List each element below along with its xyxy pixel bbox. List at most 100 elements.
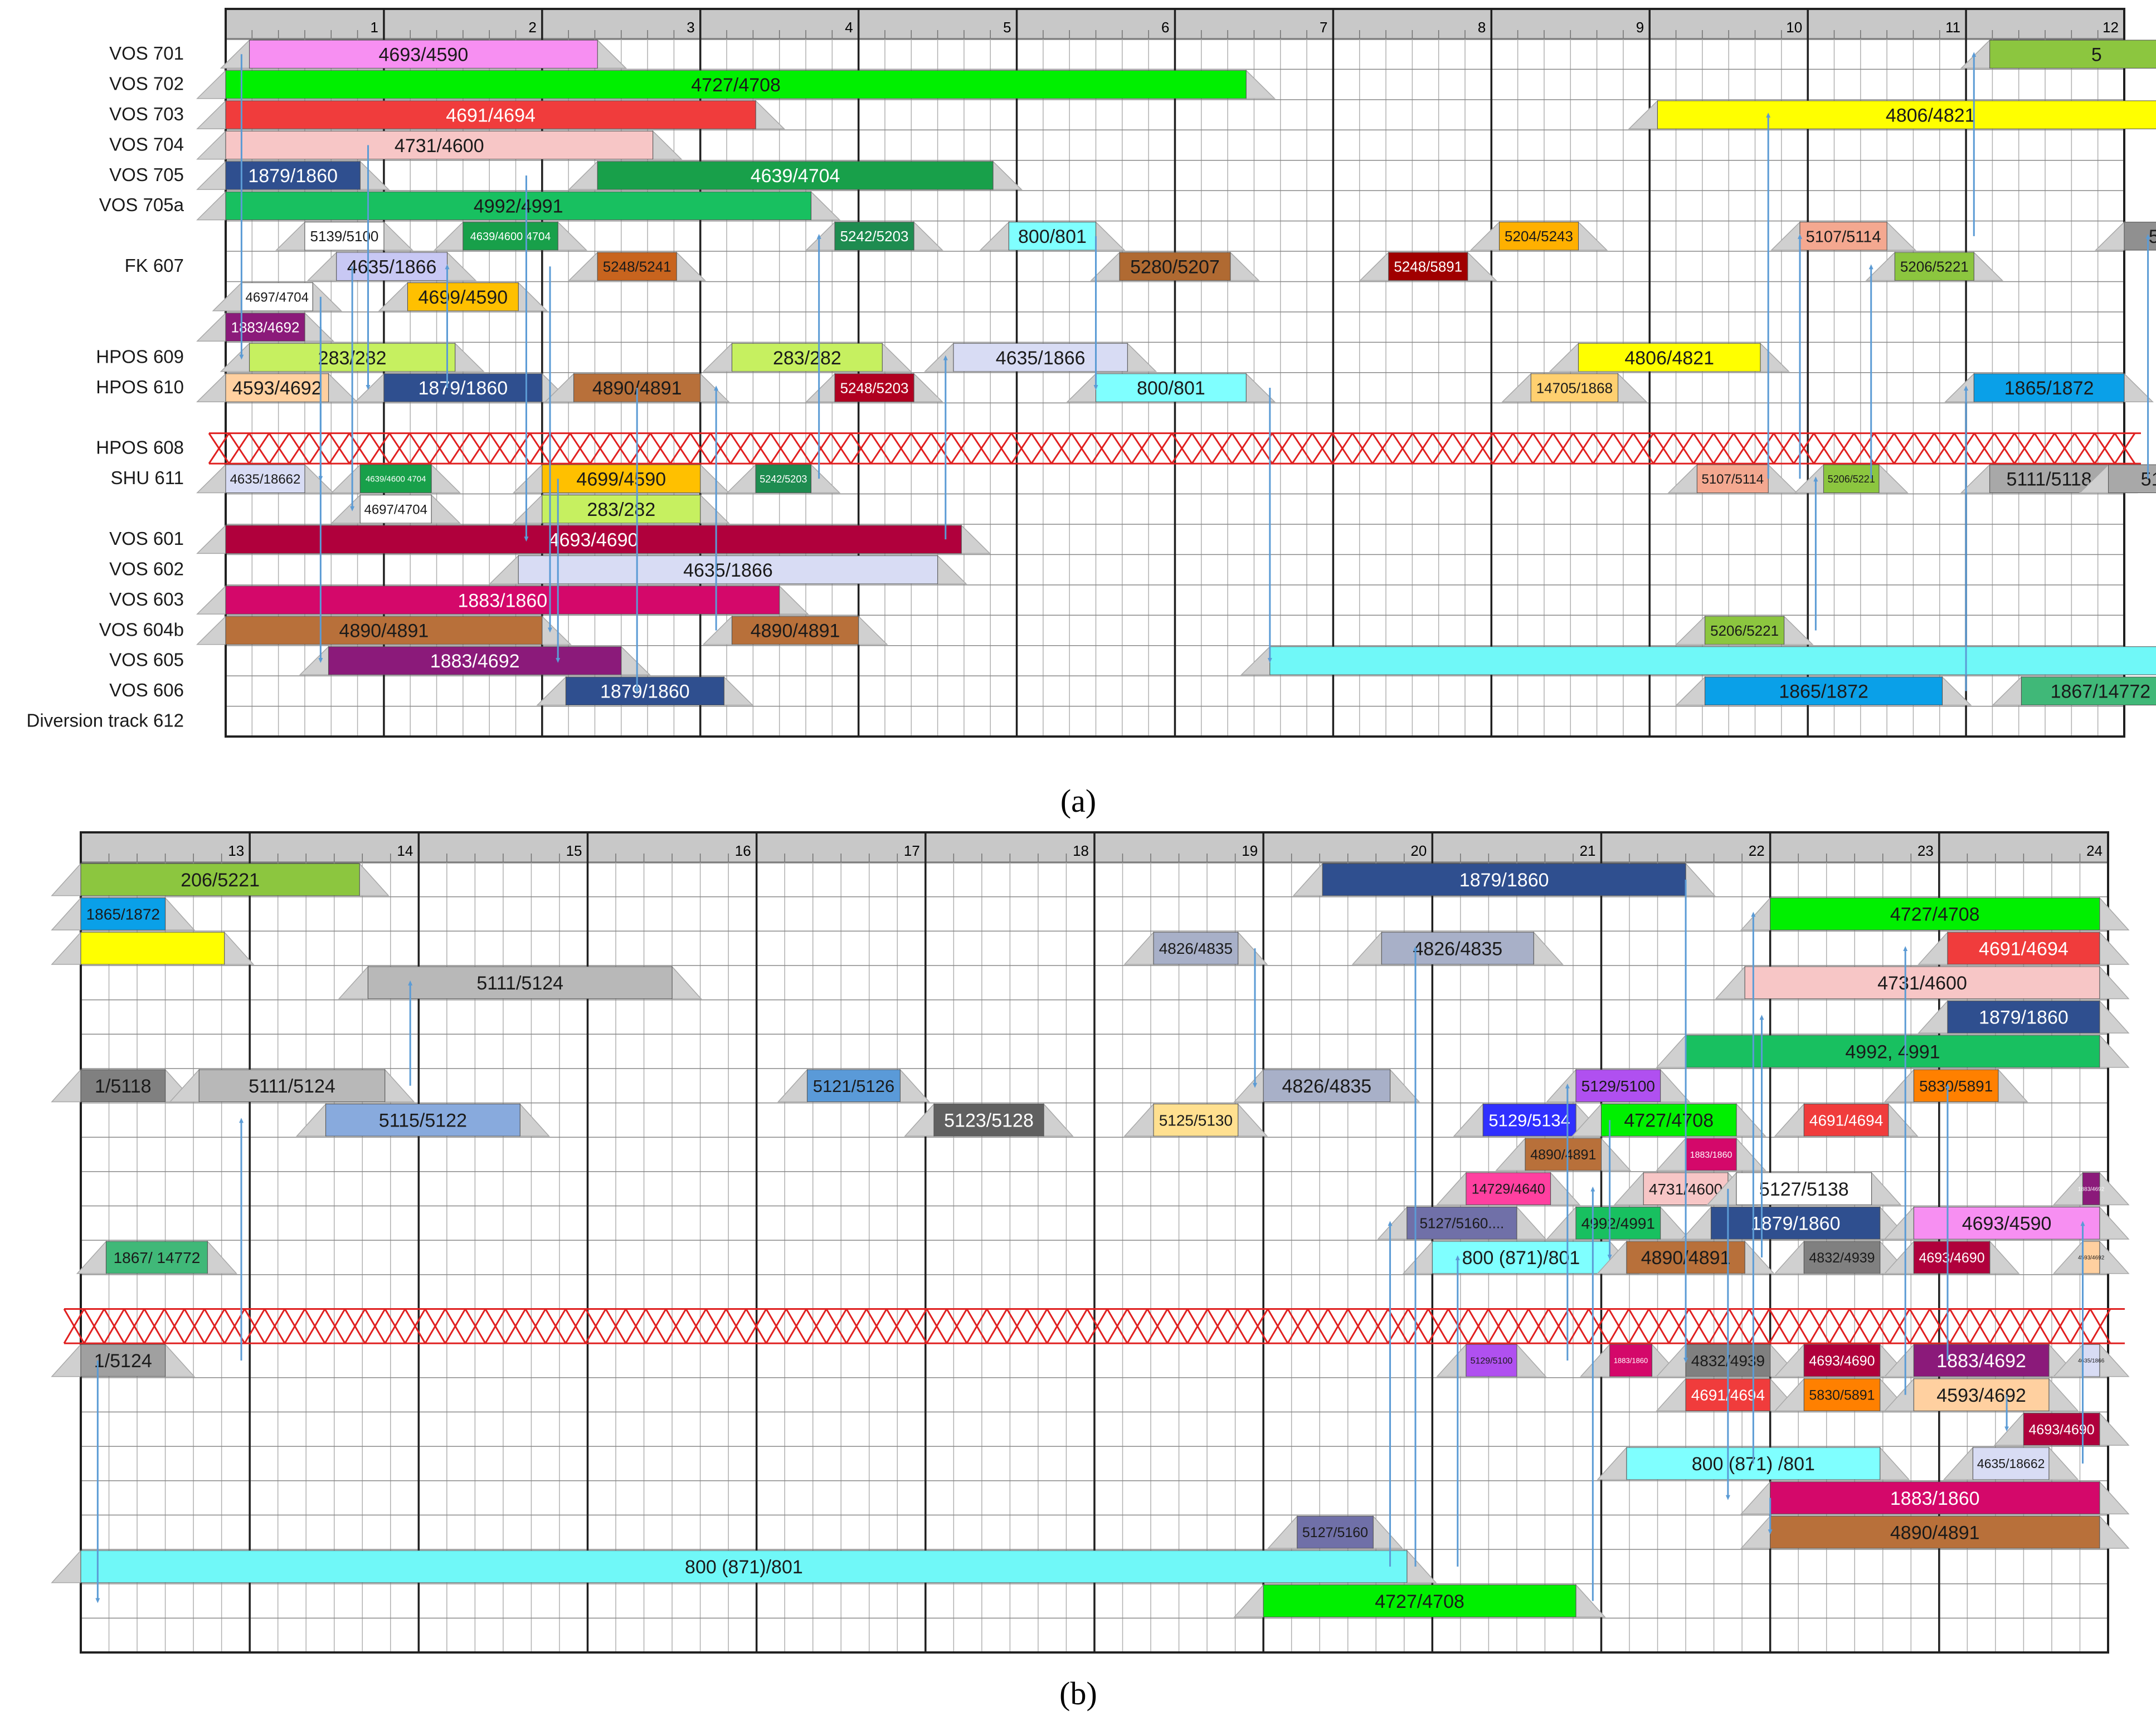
panel-b-train-label: 4890/4891 bbox=[1890, 1522, 1980, 1543]
panel-a-closed-track-cross bbox=[288, 432, 310, 464]
panel-a-closed-track-cross bbox=[529, 432, 551, 464]
panel-a-train-bar bbox=[542, 495, 701, 524]
panel-a-bar-ramp-out bbox=[778, 585, 809, 615]
panel-b-bar-ramp-out bbox=[1516, 1206, 1547, 1240]
panel-a-track-label: VOS 705a bbox=[99, 194, 184, 215]
panel-a-closed-track-cross bbox=[810, 432, 832, 464]
panel-b-train-bar bbox=[2082, 1241, 2100, 1274]
panel-b-train-bar bbox=[1609, 1344, 1652, 1377]
panel-a-train-label: 4691/4694 bbox=[446, 105, 536, 126]
panel-a-train-bar bbox=[383, 373, 543, 402]
panel-a-bar-ramp-in bbox=[196, 69, 226, 99]
panel-a-bar-ramp-out bbox=[542, 615, 572, 645]
panel-a-closed-track-cross bbox=[449, 432, 471, 464]
panel-a-closed-track-cross bbox=[1893, 432, 1915, 464]
panel-a-bar-ramp-in bbox=[924, 342, 954, 372]
panel-a-hour-label: 10 bbox=[1786, 19, 1802, 36]
panel-b-bar-ramp-out bbox=[671, 966, 702, 999]
panel-b-closed-track-cross bbox=[1367, 1308, 1389, 1344]
panel-b-closed-track-cross bbox=[123, 1308, 145, 1344]
panel-b-closed-track-cross bbox=[1909, 1308, 1931, 1344]
panel-b-bar-ramp-out bbox=[1888, 1103, 1919, 1137]
panel-a-closed-track-cross bbox=[870, 432, 892, 464]
panel-a-train-bar bbox=[1530, 373, 1618, 402]
panel-b-train-bar bbox=[1803, 1378, 1881, 1411]
panel-b-train-label: 4727/4708 bbox=[1375, 1591, 1464, 1612]
panel-b-train-bar bbox=[1770, 898, 2100, 930]
panel-b-train-bar bbox=[1322, 863, 1686, 896]
panel-b-bar-ramp-in bbox=[1436, 1171, 1467, 1206]
panel-a-closed-track-cross bbox=[1211, 432, 1233, 464]
panel-b-train-label: 1883/4692 bbox=[1936, 1350, 2026, 1372]
panel-a-bar-ramp-out bbox=[700, 494, 730, 524]
panel-a-bar-ramp-in bbox=[1469, 221, 1500, 251]
panel-a-closed-track-cross bbox=[1432, 432, 1454, 464]
panel-b-train-label: 14729/4640 bbox=[1472, 1182, 1545, 1197]
panel-a-closed-track-cross bbox=[1131, 432, 1153, 464]
panel-b-bar-ramp-in bbox=[338, 966, 369, 999]
panel-a-closed-track-cross bbox=[1091, 432, 1113, 464]
panel-a-closed-track-cross bbox=[308, 432, 330, 464]
panel-a-train-bar bbox=[225, 586, 780, 615]
panel-a-closed-track-cross bbox=[770, 432, 792, 464]
panel-a-closed-track-cross bbox=[790, 432, 812, 464]
panel-a-train-label: 1883/4692 bbox=[430, 651, 520, 672]
panel-a-bar-ramp-out bbox=[652, 130, 683, 160]
panel-b-bar-ramp-in bbox=[1993, 1412, 2024, 1446]
panel-b-closed-track-cross bbox=[103, 1308, 125, 1344]
panel-a-train-bar bbox=[249, 40, 598, 69]
panel-a-track-label: HPOS 609 bbox=[96, 346, 184, 367]
panel-b-train-bar bbox=[1381, 932, 1534, 965]
panel-b-train-label: 5127/5160 bbox=[1302, 1525, 1368, 1540]
panel-a-closed-track-cross bbox=[1833, 432, 1855, 464]
panel-b-train-label: 4727/4708 bbox=[1890, 904, 1980, 925]
panel-a-bar-ramp-out bbox=[755, 100, 786, 130]
panel-b-closed-track-cross bbox=[1547, 1308, 1570, 1344]
panel-b-closed-track-cross bbox=[1487, 1308, 1510, 1344]
panel-b-train-label: 4693/4590 bbox=[1962, 1213, 2052, 1235]
panel-a-bar-ramp-out bbox=[810, 464, 841, 494]
panel-a-bar-ramp-in bbox=[275, 221, 305, 251]
panel-a-closed-track-cross bbox=[1532, 432, 1554, 464]
panel-b-train-label: 800 (871)/801 bbox=[685, 1557, 803, 1578]
panel-a-track-label: VOS 601 bbox=[109, 528, 184, 549]
panel-b-closed-track-cross bbox=[304, 1308, 326, 1344]
panel-a-bar-ramp-in bbox=[1628, 100, 1658, 130]
panel-a-track-label: VOS 604b bbox=[99, 619, 184, 640]
panel-b-frame bbox=[80, 831, 2109, 1654]
panel-b-train-bar bbox=[1406, 1207, 1517, 1240]
panel-b-closed-track-cross bbox=[1889, 1308, 1911, 1344]
panel-b-hour-label: 24 bbox=[2086, 842, 2103, 859]
panel-a-bar-ramp-in bbox=[196, 160, 226, 190]
panel-b-bar-ramp-in bbox=[1233, 1583, 1264, 1618]
panel-b-train-bar bbox=[198, 1069, 386, 1103]
panel-a-train-label: 4593/4692 bbox=[232, 378, 322, 399]
panel-a-train-bar bbox=[1119, 252, 1231, 281]
panel-a-train-label: 4806/4821 bbox=[1886, 105, 1975, 126]
panel-a-bar-ramp-in bbox=[568, 160, 598, 190]
panel-b-bar-ramp-in bbox=[1436, 1343, 1467, 1377]
panel-a-train-bar bbox=[225, 100, 756, 129]
panel-a-caption: (a) bbox=[1060, 783, 1097, 819]
panel-a-train-bar bbox=[834, 373, 914, 402]
panel-b-train-bar bbox=[2023, 1412, 2100, 1446]
panel-b-train-bar bbox=[1803, 1344, 1881, 1377]
panel-a-closed-track-cross bbox=[1712, 432, 1735, 464]
panel-b-train-bar bbox=[1947, 1001, 2100, 1033]
panel-a-train-label: 5206/5221 bbox=[1900, 259, 1969, 275]
panel-b-closed-track-cross bbox=[1608, 1308, 1630, 1344]
panel-a-track-label: VOS 705 bbox=[109, 164, 184, 185]
panel-a-train-bar bbox=[359, 464, 432, 494]
panel-b-closed-track-cross bbox=[1969, 1308, 1991, 1344]
panel-a-bar-ramp-out bbox=[1973, 251, 2004, 281]
panel-b-train-bar bbox=[2082, 1172, 2100, 1206]
panel-b-bar-ramp-out bbox=[164, 896, 196, 931]
panel-b-bar-ramp-in bbox=[1123, 1103, 1154, 1137]
panel-a-bar-ramp-in bbox=[1770, 221, 1800, 251]
panel-b-closed-track-cross bbox=[504, 1308, 527, 1344]
panel-a-hour-label: 7 bbox=[1320, 19, 1327, 36]
panel-b-train-label: 4593/4692 bbox=[1936, 1385, 2026, 1406]
panel-a-track-label: HPOS 608 bbox=[96, 437, 184, 458]
panel-b-train-label: 1883/1860 bbox=[1890, 1488, 1980, 1509]
panel-b-bar-ramp-in bbox=[295, 1103, 327, 1137]
